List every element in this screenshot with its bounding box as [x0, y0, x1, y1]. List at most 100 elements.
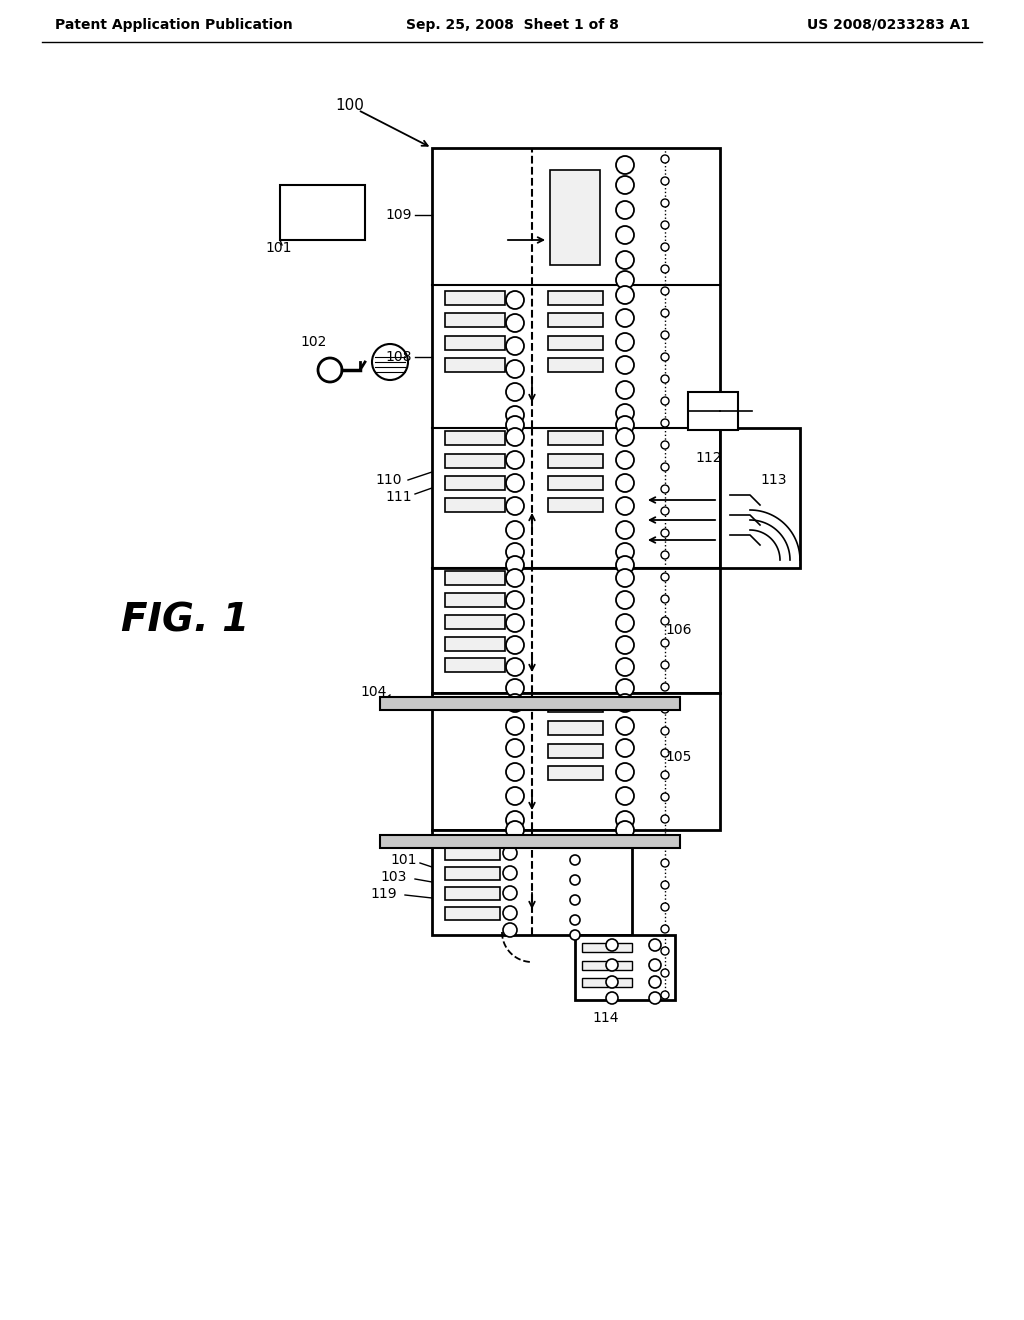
Bar	[548, 698, 603, 711]
Circle shape	[503, 886, 517, 900]
Bar	[445, 290, 505, 305]
Circle shape	[616, 226, 634, 244]
Circle shape	[506, 636, 524, 653]
Circle shape	[662, 946, 669, 954]
Text: 100: 100	[335, 98, 364, 112]
Circle shape	[662, 550, 669, 558]
Circle shape	[616, 251, 634, 269]
Circle shape	[570, 895, 580, 906]
Circle shape	[506, 787, 524, 805]
Circle shape	[616, 543, 634, 561]
Circle shape	[616, 156, 634, 174]
Bar	[280, 185, 365, 240]
Bar	[445, 867, 500, 880]
Bar	[548, 432, 603, 445]
Circle shape	[503, 923, 517, 937]
Circle shape	[616, 428, 634, 446]
Circle shape	[616, 286, 634, 304]
Bar	[432, 568, 720, 693]
Text: 110: 110	[375, 473, 401, 487]
Circle shape	[570, 915, 580, 925]
Circle shape	[506, 678, 524, 697]
Circle shape	[616, 381, 634, 399]
Circle shape	[616, 694, 634, 711]
Bar	[548, 313, 603, 327]
Text: 102: 102	[300, 335, 327, 348]
Bar	[720, 428, 800, 568]
Circle shape	[616, 356, 634, 374]
Text: 113: 113	[760, 473, 786, 487]
Bar	[445, 432, 505, 445]
Circle shape	[662, 661, 669, 669]
Circle shape	[616, 591, 634, 609]
Circle shape	[662, 463, 669, 471]
Circle shape	[649, 975, 662, 987]
Circle shape	[506, 591, 524, 609]
Circle shape	[616, 739, 634, 756]
Circle shape	[662, 639, 669, 647]
Circle shape	[662, 814, 669, 822]
Circle shape	[506, 810, 524, 829]
Bar	[432, 693, 720, 830]
Circle shape	[616, 569, 634, 587]
Text: 101: 101	[265, 242, 292, 255]
Circle shape	[506, 407, 524, 424]
Circle shape	[662, 529, 669, 537]
Circle shape	[662, 727, 669, 735]
Circle shape	[506, 383, 524, 401]
Bar	[548, 498, 603, 512]
Text: 101: 101	[390, 853, 417, 867]
Circle shape	[616, 556, 634, 574]
Circle shape	[616, 614, 634, 632]
Circle shape	[506, 360, 524, 378]
Circle shape	[616, 416, 634, 434]
Circle shape	[649, 939, 662, 950]
Circle shape	[506, 498, 524, 515]
Text: Patent Application Publication: Patent Application Publication	[55, 18, 293, 32]
Circle shape	[506, 451, 524, 469]
Bar	[445, 657, 505, 672]
Text: 109: 109	[385, 209, 412, 222]
Circle shape	[649, 960, 662, 972]
Circle shape	[649, 993, 662, 1005]
Bar	[582, 942, 632, 952]
Bar	[548, 721, 603, 735]
Bar	[548, 477, 603, 490]
Circle shape	[616, 521, 634, 539]
Bar	[445, 615, 505, 630]
Bar	[445, 593, 505, 607]
Circle shape	[506, 556, 524, 574]
Circle shape	[506, 416, 524, 434]
Text: 119: 119	[370, 887, 396, 902]
Circle shape	[662, 903, 669, 911]
Circle shape	[662, 199, 669, 207]
Bar	[380, 697, 680, 710]
Circle shape	[318, 358, 342, 381]
Circle shape	[570, 875, 580, 884]
Circle shape	[662, 682, 669, 690]
Circle shape	[506, 543, 524, 561]
Circle shape	[503, 866, 517, 880]
Circle shape	[662, 616, 669, 624]
Circle shape	[616, 821, 634, 840]
Circle shape	[662, 177, 669, 185]
Bar	[445, 313, 505, 327]
Text: 105: 105	[665, 750, 691, 764]
Circle shape	[606, 975, 618, 987]
Circle shape	[616, 678, 634, 697]
Circle shape	[662, 265, 669, 273]
Circle shape	[606, 939, 618, 950]
Circle shape	[506, 521, 524, 539]
Bar	[445, 847, 500, 861]
Circle shape	[662, 352, 669, 360]
Text: 114: 114	[592, 1011, 618, 1026]
Circle shape	[662, 397, 669, 405]
Circle shape	[662, 441, 669, 449]
Bar	[582, 961, 632, 970]
Text: 111: 111	[385, 490, 412, 504]
Bar	[548, 358, 603, 372]
Circle shape	[662, 286, 669, 294]
Circle shape	[616, 717, 634, 735]
Circle shape	[616, 333, 634, 351]
Bar	[445, 638, 505, 651]
